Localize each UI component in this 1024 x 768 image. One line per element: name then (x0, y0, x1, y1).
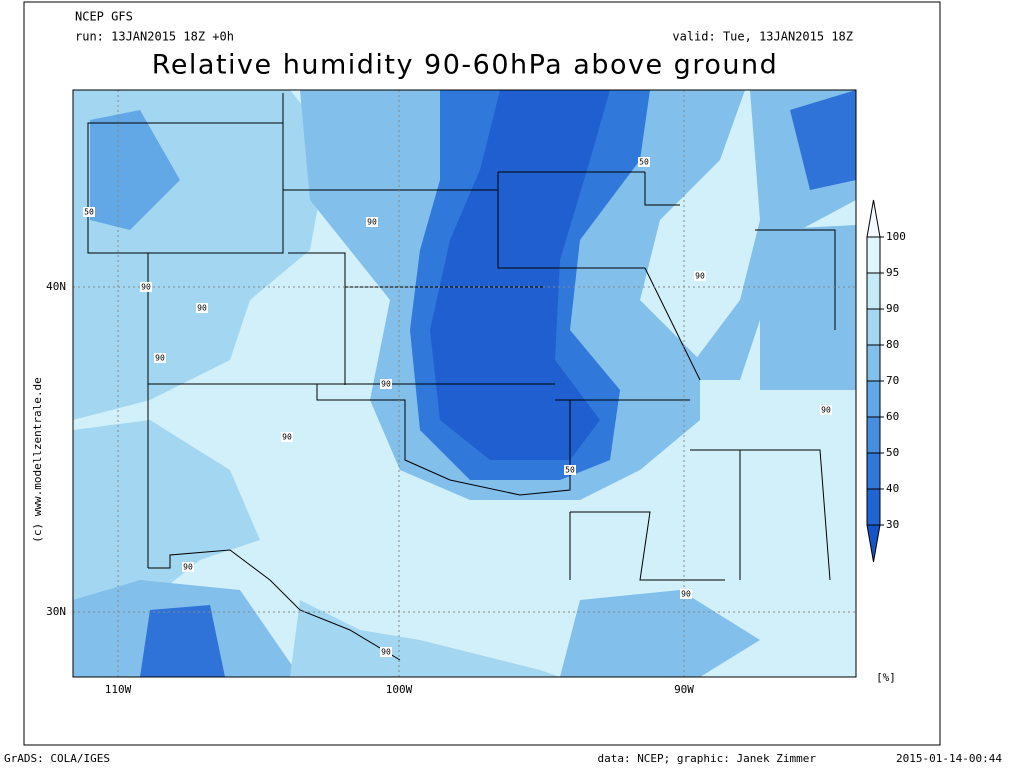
footer-credit: data: NCEP; graphic: Janek Zimmer (597, 752, 816, 765)
colorbar-box (866, 452, 881, 490)
contour-label: 90 (155, 354, 165, 363)
graticule (73, 90, 856, 677)
software: GrADS: COLA/IGES (4, 752, 110, 765)
contour-label: 90 (197, 304, 207, 313)
contour-label-bg (140, 282, 152, 292)
colorbar-label: 70 (886, 374, 899, 387)
title: Relative humidity 90-60hPa above ground (152, 50, 778, 81)
contour-label: 50 (565, 466, 575, 475)
humidity-area (760, 225, 856, 390)
colorbar-cap (866, 199, 881, 238)
contour-label-bg (380, 647, 392, 657)
colorbar-label: 40 (886, 482, 899, 495)
colorbar-label: 95 (886, 266, 899, 279)
colorbar-box (866, 308, 881, 346)
contour-label: 90 (381, 380, 391, 389)
contour-label-bg (154, 353, 166, 363)
borders (87, 93, 836, 661)
lon-label: 90W (674, 683, 694, 696)
contour-labels: 50 90 90 90 90 90 90 50 50 90 90 90 90 90 (83, 157, 832, 657)
contour-label: 90 (282, 433, 292, 442)
contour-label-bg (196, 303, 208, 313)
contour-label-bg (380, 379, 392, 389)
humidity-area (73, 420, 260, 620)
colorbar-box (866, 488, 881, 526)
colorbar-label: 60 (886, 410, 899, 423)
map: 50 90 90 90 90 90 90 50 50 90 90 90 90 90 (73, 90, 856, 677)
colorbar-box (866, 236, 881, 274)
contour-label: 90 (681, 590, 691, 599)
colorbar-box (866, 380, 881, 418)
colorbar-label: 100 (886, 230, 906, 243)
humidity-area (290, 600, 560, 677)
contour-label: 90 (367, 218, 377, 227)
colorbar-label: 50 (886, 446, 899, 459)
humidity-area (790, 90, 856, 190)
contour-label: 90 (695, 272, 705, 281)
contour-label-bg (281, 432, 293, 442)
humidity-area (140, 605, 225, 677)
colorbar-unit: [%] (876, 671, 896, 684)
humidity-area (430, 90, 610, 460)
contour-label-bg (820, 405, 832, 415)
colorbar-label: 90 (886, 302, 899, 315)
colorbar-label: 80 (886, 338, 899, 351)
colorbar-cap (866, 524, 881, 563)
contour-label-bg (182, 562, 194, 572)
frame (23, 1, 941, 746)
contour-label: 90 (141, 283, 151, 292)
timestamp: 2015-01-14-00:44 (896, 752, 1002, 765)
contour-label: 90 (821, 406, 831, 415)
lon-label: 110W (105, 683, 132, 696)
humidity-area (90, 110, 180, 230)
contour-label-bg (564, 465, 576, 475)
lat-label: 30N (46, 605, 66, 618)
colorbar-box (866, 416, 881, 454)
map-border (72, 89, 857, 678)
contour-label-bg (83, 207, 95, 217)
run: run: 13JAN2015 18Z +0h (75, 30, 234, 44)
colorbar: 100 95 90 80 70 60 50 40 30 (866, 199, 906, 563)
lat-label: 40N (46, 280, 66, 293)
colorbar-box (866, 272, 881, 310)
contour-label: 50 (639, 158, 649, 167)
colorbar-label: 30 (886, 518, 899, 531)
valid: valid: Tue, 13JAN2015 18Z (672, 30, 853, 44)
contour-label: 50 (84, 208, 94, 217)
colorbar-box (866, 344, 881, 382)
contour-label-bg (680, 589, 692, 599)
contour-label: 90 (381, 648, 391, 657)
model: NCEP GFS (75, 10, 133, 24)
contour-label: 90 (183, 563, 193, 572)
contour-label-bg (638, 157, 650, 167)
lon-label: 100W (386, 683, 413, 696)
credit: (c) www.modellzentrale.de (31, 377, 44, 543)
contour-label-bg (694, 271, 706, 281)
contour-label-bg (366, 217, 378, 227)
